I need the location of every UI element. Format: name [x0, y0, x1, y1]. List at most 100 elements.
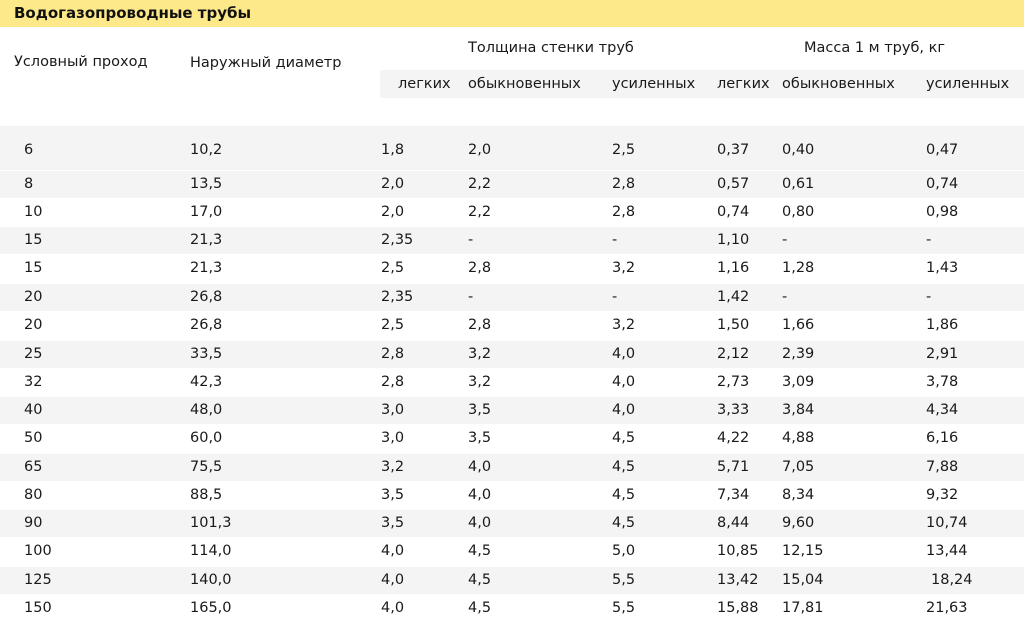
cell-mass-ordinary: 7,05: [782, 459, 815, 475]
subheader-band: [380, 70, 1024, 98]
cell-mass-light: 3,33: [717, 402, 750, 418]
cell-nominal-bore: 50: [24, 430, 43, 446]
cell-mass-light: 7,34: [717, 487, 750, 503]
cell-wall-ordinary: 2,8: [468, 317, 492, 333]
cell-wall-light: 3,0: [381, 430, 405, 446]
cell-wall-ordinary: 3,5: [468, 402, 492, 418]
cell-mass-light: 1,50: [717, 317, 750, 333]
cell-wall-light: 2,8: [381, 346, 405, 362]
table-row: 80 88,5 3,5 4,0 4,5 7,34 8,34 9,32: [0, 481, 1024, 509]
cell-outer-diameter: 75,5: [190, 459, 223, 475]
cell-wall-ordinary: 4,5: [468, 543, 492, 559]
cell-mass-reinforced: 9,32: [926, 487, 959, 503]
cell-wall-reinforced: 5,0: [612, 543, 636, 559]
cell-mass-light: 0,57: [717, 176, 750, 192]
cell-wall-light: 2,8: [381, 374, 405, 390]
cell-nominal-bore: 15: [24, 232, 43, 248]
cell-mass-light: 5,71: [717, 459, 750, 475]
cell-mass-reinforced: 2,91: [926, 346, 959, 362]
cell-outer-diameter: 101,3: [190, 515, 232, 531]
row-band: [0, 454, 1024, 481]
cell-mass-light: 1,42: [717, 289, 750, 305]
table-row: 40 48,0 3,0 3,5 4,0 3,33 3,84 4,34: [0, 396, 1024, 424]
cell-wall-ordinary: 4,0: [468, 459, 492, 475]
cell-mass-ordinary: 8,34: [782, 487, 815, 503]
cell-mass-reinforced: 6,16: [926, 430, 959, 446]
cell-outer-diameter: 26,8: [190, 317, 223, 333]
cell-mass-light: 4,22: [717, 430, 750, 446]
cell-wall-light: 3,5: [381, 515, 405, 531]
cell-wall-light: 2,5: [381, 317, 405, 333]
cell-mass-ordinary: 1,28: [782, 260, 815, 276]
cell-mass-reinforced: -: [926, 232, 932, 248]
header-mass: Масса 1 м труб, кг: [804, 40, 945, 56]
cell-mass-reinforced: 1,86: [926, 317, 959, 333]
subheader-reinforced-mass: усиленных: [926, 76, 1010, 92]
subheader-reinforced-thickness: усиленных: [612, 76, 696, 92]
cell-mass-light: 8,44: [717, 515, 750, 531]
table-row: 15 21,3 2,35 - - 1,10 - -: [0, 226, 1024, 254]
row-band: [0, 567, 1024, 594]
cell-wall-light: 2,35: [381, 232, 414, 248]
cell-wall-ordinary: 2,2: [468, 176, 492, 192]
cell-wall-reinforced: 5,5: [612, 572, 636, 588]
cell-wall-reinforced: 3,2: [612, 260, 636, 276]
cell-wall-light: 2,0: [381, 204, 405, 220]
cell-nominal-bore: 80: [24, 487, 43, 503]
row-band: [0, 227, 1024, 254]
cell-nominal-bore: 6: [24, 142, 34, 158]
row-band: [0, 341, 1024, 368]
cell-wall-ordinary: 2,2: [468, 204, 492, 220]
cell-wall-reinforced: 4,5: [612, 487, 636, 503]
cell-wall-reinforced: 2,8: [612, 176, 636, 192]
cell-outer-diameter: 26,8: [190, 289, 223, 305]
cell-mass-reinforced: 3,78: [926, 374, 959, 390]
cell-wall-reinforced: -: [612, 289, 618, 305]
cell-nominal-bore: 100: [24, 543, 52, 559]
header-wall-thickness: Толщина стенки труб: [468, 40, 634, 56]
cell-outer-diameter: 42,3: [190, 374, 223, 390]
subheader-ordinary-thickness: обыкновенных: [468, 76, 581, 92]
cell-wall-reinforced: -: [612, 232, 618, 248]
cell-wall-ordinary: 3,5: [468, 430, 492, 446]
cell-wall-light: 4,0: [381, 543, 405, 559]
table-row: 150 165,0 4,0 4,5 5,5 15,88 17,81 21,63: [0, 594, 1024, 622]
row-band: [0, 397, 1024, 424]
cell-nominal-bore: 20: [24, 317, 43, 333]
cell-mass-ordinary: 1,66: [782, 317, 815, 333]
cell-nominal-bore: 90: [24, 515, 43, 531]
cell-mass-light: 13,42: [717, 572, 759, 588]
cell-wall-ordinary: 4,0: [468, 515, 492, 531]
cell-wall-ordinary: -: [468, 289, 474, 305]
cell-nominal-bore: 8: [24, 176, 34, 192]
table-row: 65 75,5 3,2 4,0 4,5 5,71 7,05 7,88: [0, 453, 1024, 481]
cell-wall-light: 4,0: [381, 572, 405, 588]
cell-wall-reinforced: 2,8: [612, 204, 636, 220]
cell-mass-light: 0,74: [717, 204, 750, 220]
cell-wall-reinforced: 2,5: [612, 142, 636, 158]
cell-wall-light: 1,8: [381, 142, 405, 158]
cell-nominal-bore: 150: [24, 600, 52, 616]
cell-mass-light: 1,10: [717, 232, 750, 248]
cell-mass-ordinary: 2,39: [782, 346, 815, 362]
cell-mass-ordinary: 17,81: [782, 600, 824, 616]
cell-mass-ordinary: 12,15: [782, 543, 824, 559]
cell-mass-reinforced: 0,47: [926, 142, 959, 158]
cell-mass-reinforced: -: [926, 289, 932, 305]
cell-wall-light: 3,5: [381, 487, 405, 503]
cell-wall-light: 3,0: [381, 402, 405, 418]
cell-outer-diameter: 48,0: [190, 402, 223, 418]
cell-outer-diameter: 21,3: [190, 260, 223, 276]
cell-wall-ordinary: -: [468, 232, 474, 248]
cell-wall-ordinary: 4,0: [468, 487, 492, 503]
cell-wall-ordinary: 2,0: [468, 142, 492, 158]
cell-wall-reinforced: 3,2: [612, 317, 636, 333]
cell-mass-ordinary: -: [782, 289, 788, 305]
subheader-ordinary-mass: обыкновенных: [782, 76, 895, 92]
cell-mass-ordinary: 15,04: [782, 572, 824, 588]
table-row: 32 42,3 2,8 3,2 4,0 2,73 3,09 3,78: [0, 368, 1024, 396]
cell-mass-ordinary: 0,40: [782, 142, 815, 158]
cell-mass-reinforced: 7,88: [926, 459, 959, 475]
cell-nominal-bore: 125: [24, 572, 52, 588]
cell-wall-ordinary: 3,2: [468, 374, 492, 390]
